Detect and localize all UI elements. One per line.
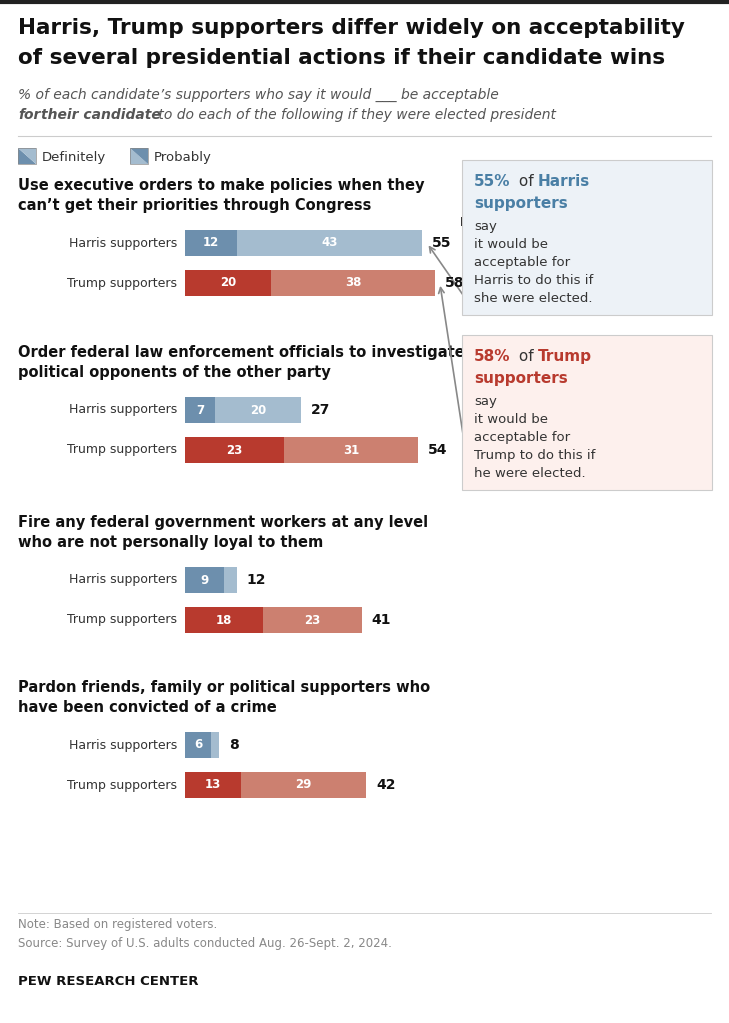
Bar <box>185 397 215 422</box>
Text: Harris supporters: Harris supporters <box>69 574 177 586</box>
Bar <box>185 437 284 463</box>
Bar <box>18 148 36 164</box>
Text: Harris supporters: Harris supporters <box>69 236 177 250</box>
Bar <box>215 397 301 422</box>
Polygon shape <box>130 148 148 164</box>
Text: 55: 55 <box>432 236 451 250</box>
Text: to do each of the following if they were elected president: to do each of the following if they were… <box>154 108 556 122</box>
Bar <box>211 732 219 758</box>
Text: 12: 12 <box>203 236 219 250</box>
Text: 23: 23 <box>227 444 243 456</box>
Text: Trump supporters: Trump supporters <box>67 614 177 626</box>
Text: % of each candidate’s supporters who say it would ___ be acceptable: % of each candidate’s supporters who say… <box>18 88 503 102</box>
Text: 55%: 55% <box>474 174 510 189</box>
Text: 38: 38 <box>345 276 361 290</box>
Text: Harris supporters: Harris supporters <box>69 739 177 752</box>
Text: Fire any federal government workers at any level
who are not personally loyal to: Fire any federal government workers at a… <box>18 515 428 549</box>
Text: 54: 54 <box>428 443 447 457</box>
Text: Trump supporters: Trump supporters <box>67 276 177 290</box>
Text: 18: 18 <box>216 614 232 626</box>
Bar <box>262 607 362 633</box>
Bar <box>185 607 262 633</box>
Bar <box>130 148 148 164</box>
Text: 43: 43 <box>321 236 338 250</box>
Text: Harris supporters: Harris supporters <box>69 403 177 416</box>
Text: 20: 20 <box>220 276 236 290</box>
Bar <box>185 772 241 798</box>
Text: 58: 58 <box>445 276 464 290</box>
Bar <box>224 567 237 593</box>
Text: supporters: supporters <box>474 371 568 386</box>
Text: Trump: Trump <box>538 349 592 364</box>
Text: Pardon friends, family or political supporters who
have been convicted of a crim: Pardon friends, family or political supp… <box>18 680 430 715</box>
Text: 9: 9 <box>200 574 208 586</box>
Text: of: of <box>514 349 539 364</box>
Text: 29: 29 <box>295 779 312 792</box>
Text: PEW RESEARCH CENTER: PEW RESEARCH CENTER <box>18 975 198 988</box>
Text: Order federal law enforcement officials to investigate
political opponents of th: Order federal law enforcement officials … <box>18 345 465 380</box>
Text: supporters: supporters <box>474 196 568 211</box>
Bar <box>185 732 211 758</box>
Text: 12: 12 <box>246 573 266 587</box>
Text: of several presidential actions if their candidate wins: of several presidential actions if their… <box>18 48 665 68</box>
Text: 6: 6 <box>194 739 202 752</box>
Text: 7: 7 <box>196 403 204 416</box>
Bar <box>284 437 418 463</box>
Text: Harris, Trump supporters differ widely on acceptability: Harris, Trump supporters differ widely o… <box>18 18 685 38</box>
Polygon shape <box>18 148 36 164</box>
Text: of: of <box>514 174 539 189</box>
Text: Trump supporters: Trump supporters <box>67 444 177 456</box>
Text: for: for <box>18 108 40 122</box>
Bar <box>185 270 271 296</box>
FancyBboxPatch shape <box>462 335 712 490</box>
Bar <box>185 567 224 593</box>
Polygon shape <box>130 148 148 164</box>
Bar <box>271 270 434 296</box>
Text: Trump supporters: Trump supporters <box>67 779 177 792</box>
Text: say
it would be
acceptable for
Harris to do this if
she were elected.: say it would be acceptable for Harris to… <box>474 220 593 305</box>
Bar <box>185 230 237 256</box>
Polygon shape <box>18 148 36 164</box>
Text: 31: 31 <box>343 444 359 456</box>
Text: 42: 42 <box>376 779 395 792</box>
Text: 41: 41 <box>372 613 391 627</box>
Text: Definitely: Definitely <box>42 151 106 164</box>
Text: 58%: 58% <box>474 349 510 364</box>
Text: Probably: Probably <box>154 151 212 164</box>
Text: NET: NET <box>460 216 487 229</box>
Text: Use executive orders to make policies when they
can’t get their priorities throu: Use executive orders to make policies wh… <box>18 178 424 213</box>
Bar <box>237 230 422 256</box>
Text: Note: Based on registered voters.
Source: Survey of U.S. adults conducted Aug. 2: Note: Based on registered voters. Source… <box>18 918 392 950</box>
Text: 8: 8 <box>230 738 239 752</box>
Text: say
it would be
acceptable for
Trump to do this if
he were elected.: say it would be acceptable for Trump to … <box>474 395 596 480</box>
Text: their candidate: their candidate <box>41 108 161 122</box>
Bar <box>241 772 366 798</box>
FancyBboxPatch shape <box>462 160 712 315</box>
Text: 20: 20 <box>250 403 266 416</box>
Text: 13: 13 <box>205 779 221 792</box>
Text: Harris: Harris <box>538 174 590 189</box>
Text: 23: 23 <box>304 614 320 626</box>
Text: 27: 27 <box>311 403 331 417</box>
